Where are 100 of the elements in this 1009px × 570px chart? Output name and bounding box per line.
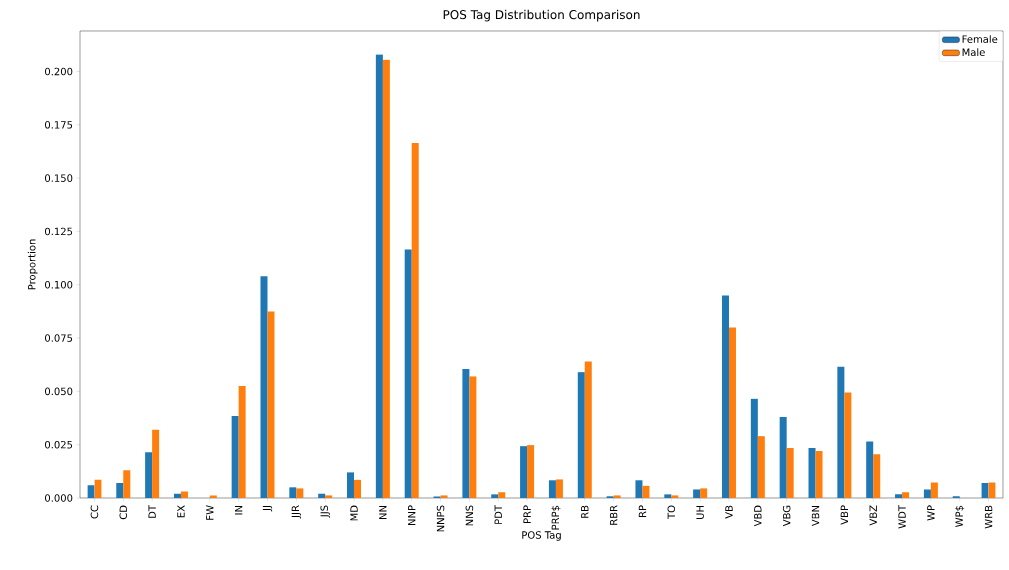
x-tick-label: IN	[235, 505, 243, 515]
x-tick-label: VBZ	[869, 505, 877, 526]
bar	[873, 454, 881, 498]
bar	[757, 436, 765, 498]
bar	[902, 492, 910, 498]
bar	[325, 495, 333, 498]
x-tick-label: DT	[148, 504, 156, 518]
bar	[173, 493, 181, 498]
bar	[671, 495, 679, 498]
bar	[145, 452, 153, 498]
y-tick-label: 0.075	[45, 334, 73, 342]
bar	[750, 398, 758, 498]
x-tick-label: VB	[725, 505, 733, 519]
bar	[808, 447, 816, 498]
bar	[786, 447, 794, 498]
x-tick-label: WP	[927, 505, 935, 521]
bar	[923, 489, 931, 498]
bar	[498, 492, 506, 498]
bar	[289, 487, 297, 498]
x-tick-label: JJR	[291, 505, 301, 519]
bar	[664, 494, 672, 498]
bar	[347, 472, 355, 498]
y-axis-title: Proportion	[27, 239, 38, 290]
x-tick-label: JJS	[320, 505, 330, 518]
y-tick-label: 0.150	[45, 174, 73, 182]
bar	[411, 142, 419, 498]
bar	[728, 327, 736, 498]
legend-label: Male	[962, 48, 985, 57]
bar	[462, 368, 470, 498]
bar	[837, 366, 845, 498]
bar	[693, 489, 701, 498]
y-tick-label: 0.025	[45, 440, 73, 449]
x-tick-label: NNP	[408, 505, 416, 526]
bar	[209, 495, 217, 498]
x-tick-label: CC	[90, 505, 99, 519]
x-tick-label: UH	[696, 506, 704, 519]
x-tick-label: PDT	[494, 504, 502, 524]
x-tick-label: NN	[379, 505, 387, 519]
x-tick-label: WDT	[898, 504, 906, 529]
chart-title: POS Tag Distribution Comparison	[443, 9, 640, 22]
bar	[318, 493, 326, 498]
y-tick-label: 0.125	[45, 227, 73, 236]
bar	[555, 479, 563, 498]
bar	[440, 495, 448, 498]
x-tick-label: PRP	[523, 505, 531, 524]
y-tick-label: 0.000	[45, 494, 73, 502]
y-tick-label: 0.175	[45, 121, 73, 129]
legend-label: Female	[962, 35, 998, 43]
bar	[375, 54, 383, 498]
bar	[296, 488, 304, 498]
x-tick-label: VBD	[754, 505, 762, 527]
bar	[469, 376, 477, 498]
x-tick-label: NNS	[465, 505, 474, 526]
bar	[779, 416, 787, 498]
bar	[866, 441, 874, 498]
x-axis-title: POS Tag	[522, 531, 561, 541]
bar	[895, 494, 903, 498]
bar	[584, 361, 592, 498]
x-tick-label: MD	[350, 505, 358, 521]
x-tick-label: VBN	[811, 505, 820, 527]
x-tick-label: NNPS	[436, 505, 445, 532]
x-tick-label: JJ	[262, 505, 273, 512]
bar	[491, 494, 499, 498]
bar	[815, 451, 823, 498]
bar	[635, 480, 643, 498]
bar	[700, 488, 708, 498]
x-tick-label: EX	[177, 505, 185, 518]
bar	[527, 445, 535, 498]
bar	[577, 372, 585, 498]
bar	[238, 386, 246, 498]
bar	[613, 495, 621, 498]
bar	[844, 392, 852, 498]
bar	[520, 446, 528, 498]
bar	[123, 470, 131, 498]
x-tick-label: WRB	[984, 505, 993, 529]
bar	[231, 415, 239, 498]
x-tick-label: FW	[206, 505, 214, 520]
x-tick-label: VBP	[840, 505, 848, 525]
y-tick-label: 0.050	[45, 387, 73, 396]
bar	[180, 491, 188, 498]
x-tick-label: PRP$	[551, 505, 561, 530]
bar	[382, 59, 390, 498]
bar	[116, 483, 124, 498]
x-tick-label: WP$	[955, 505, 965, 527]
bar	[152, 429, 160, 498]
x-tick-label: RBR	[609, 505, 618, 525]
x-tick-label: VBG	[782, 505, 791, 527]
y-tick-label: 0.200	[45, 67, 73, 76]
x-tick-label: CD	[119, 505, 128, 520]
bar	[404, 249, 412, 498]
bar	[930, 482, 938, 498]
y-tick-label: 0.100	[45, 280, 73, 289]
x-tick-label: TO	[667, 505, 676, 520]
bar	[267, 311, 275, 498]
x-tick-label: RB	[581, 505, 589, 518]
bar	[260, 276, 268, 498]
bar	[354, 479, 362, 498]
x-tick-label: RP	[638, 505, 647, 518]
bar	[721, 295, 729, 498]
bar	[642, 485, 650, 498]
